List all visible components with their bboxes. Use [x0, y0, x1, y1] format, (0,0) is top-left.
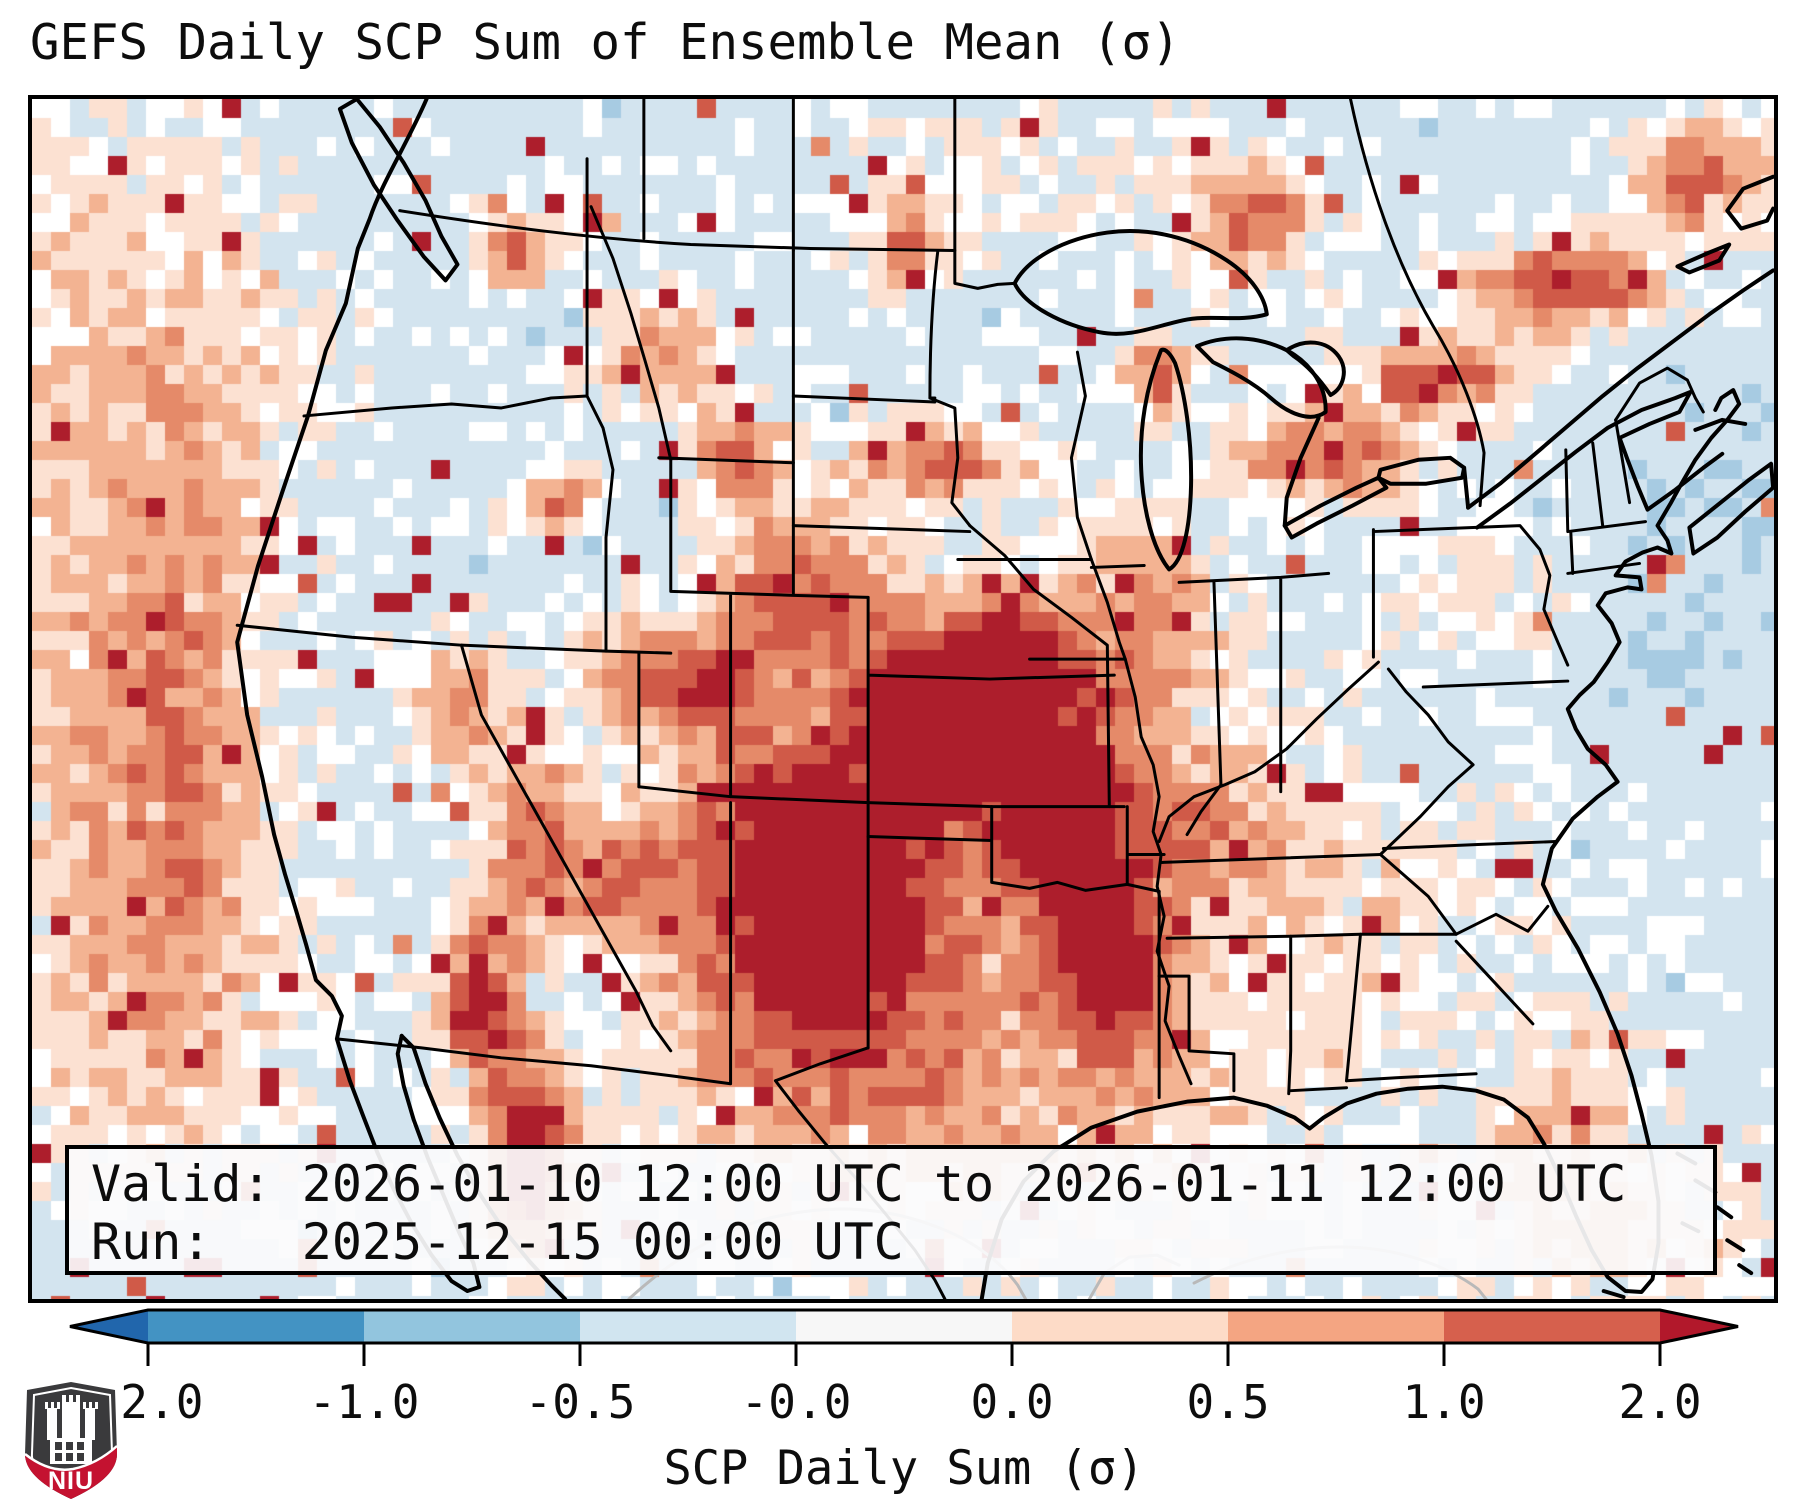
logo-red-band: [25, 1446, 117, 1499]
colorbar-segments: [70, 1310, 1738, 1343]
validity-info-box: Valid: 2026-01-10 12:00 UTC to 2026-01-1…: [65, 1145, 1717, 1275]
niu-logo: NIU: [24, 1382, 118, 1499]
tick-label: 2.0: [1618, 1375, 1701, 1429]
figure-title: GEFS Daily SCP Sum of Ensemble Mean (σ): [30, 14, 1181, 71]
basemap-borders: [235, 99, 1774, 1299]
colorbar-ticks: [146, 1343, 1662, 1366]
scp-heatmap-canvas: [32, 99, 1774, 1299]
colorbar-over-arrow: [1660, 1310, 1738, 1343]
colorbar: -2.0 -1.0 -0.5 -0.0 0.0 0.5 1.0 2.0 SCP …: [69, 1308, 1739, 1496]
map-panel: Valid: 2026-01-10 12:00 UTC to 2026-01-1…: [28, 95, 1778, 1303]
colorbar-axis-label: SCP Daily Sum (σ): [663, 1441, 1144, 1496]
tick-label: 0.0: [970, 1375, 1053, 1429]
run-time-text: Run: 2025-12-15 00:00 UTC: [91, 1213, 904, 1271]
valid-time-text: Valid: 2026-01-10 12:00 UTC to 2026-01-1…: [91, 1155, 1627, 1213]
colorbar-under-arrow: [70, 1310, 148, 1343]
colorbar-tick-labels: -2.0 -1.0 -0.5 -0.0 0.0 0.5 1.0 2.0: [93, 1375, 1702, 1429]
tick-label: -0.0: [741, 1375, 852, 1429]
logo-text: NIU: [48, 1467, 94, 1495]
great-lakes: [1012, 229, 1471, 572]
tick-label: 0.5: [1186, 1375, 1269, 1429]
tick-label: -1.0: [309, 1375, 420, 1429]
logo-band-highlight: [24, 1445, 118, 1471]
castle-windows: [55, 1442, 84, 1461]
coastline: [235, 99, 1774, 1299]
tick-label: -0.5: [525, 1375, 636, 1429]
state-borders: [235, 99, 1705, 1299]
tick-label: 1.0: [1402, 1375, 1485, 1429]
